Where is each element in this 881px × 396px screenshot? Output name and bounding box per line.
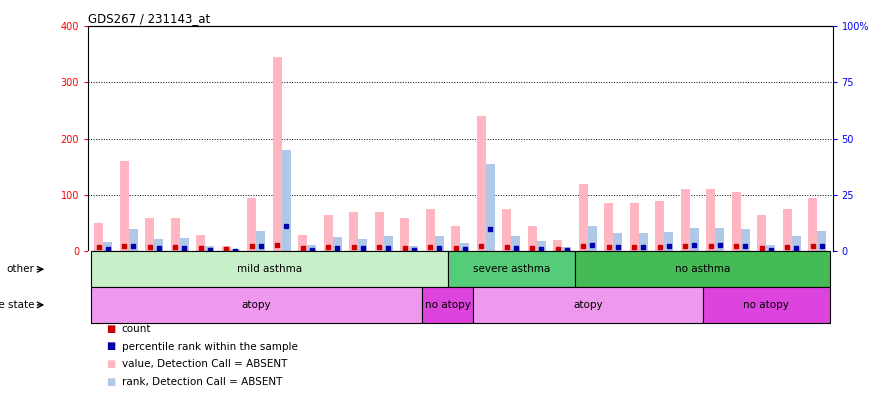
Bar xyxy=(639,233,648,251)
Bar xyxy=(129,229,137,251)
Bar xyxy=(256,230,265,251)
Bar xyxy=(575,251,830,287)
Bar xyxy=(664,232,673,251)
Bar xyxy=(400,218,410,251)
Bar xyxy=(741,229,750,251)
Text: no asthma: no asthma xyxy=(675,264,730,274)
Text: value, Detection Call = ABSENT: value, Detection Call = ABSENT xyxy=(122,359,287,369)
Bar xyxy=(537,241,545,251)
Bar xyxy=(451,226,460,251)
Bar xyxy=(758,215,766,251)
Bar xyxy=(410,246,418,251)
Bar xyxy=(273,57,282,251)
Bar xyxy=(196,234,205,251)
Text: percentile rank within the sample: percentile rank within the sample xyxy=(122,341,298,352)
Text: ■: ■ xyxy=(106,324,115,334)
Bar xyxy=(630,204,639,251)
Bar xyxy=(477,116,485,251)
Bar xyxy=(715,228,724,251)
Bar xyxy=(91,251,448,287)
Bar xyxy=(502,209,511,251)
Text: atopy: atopy xyxy=(573,300,603,310)
Bar xyxy=(359,239,367,251)
Text: other: other xyxy=(7,264,34,274)
Bar xyxy=(473,287,702,323)
Bar xyxy=(231,249,240,251)
Text: disease state: disease state xyxy=(0,300,34,310)
Bar xyxy=(324,215,333,251)
Bar xyxy=(299,234,307,251)
Bar xyxy=(528,226,537,251)
Text: ■: ■ xyxy=(106,377,115,387)
Bar xyxy=(375,212,384,251)
Bar xyxy=(384,236,393,251)
Bar xyxy=(222,246,231,251)
Bar xyxy=(422,287,473,323)
Bar xyxy=(690,228,699,251)
Text: severe asthma: severe asthma xyxy=(473,264,550,274)
Bar xyxy=(426,209,435,251)
Bar xyxy=(94,223,103,251)
Text: GDS267 / 231143_at: GDS267 / 231143_at xyxy=(88,11,211,25)
Bar xyxy=(818,230,826,251)
Bar xyxy=(588,226,596,251)
Bar xyxy=(485,164,495,251)
Bar xyxy=(783,209,792,251)
Bar xyxy=(681,189,690,251)
Bar xyxy=(248,198,256,251)
Bar xyxy=(180,238,189,251)
Bar xyxy=(613,233,622,251)
Text: no atopy: no atopy xyxy=(744,300,789,310)
Bar xyxy=(562,247,571,251)
Bar xyxy=(282,150,291,251)
Bar xyxy=(307,245,316,251)
Bar xyxy=(171,218,180,251)
Bar xyxy=(655,201,664,251)
Text: ■: ■ xyxy=(106,341,115,352)
Bar xyxy=(604,204,613,251)
Bar xyxy=(145,218,154,251)
Text: count: count xyxy=(122,324,151,334)
Bar xyxy=(707,189,715,251)
Bar xyxy=(120,161,129,251)
Text: no atopy: no atopy xyxy=(425,300,470,310)
Bar xyxy=(732,192,741,251)
Bar xyxy=(766,245,775,251)
Bar xyxy=(702,287,830,323)
Text: atopy: atopy xyxy=(241,300,271,310)
Bar xyxy=(333,237,342,251)
Bar xyxy=(579,184,588,251)
Bar xyxy=(154,239,163,251)
Bar xyxy=(448,251,575,287)
Bar xyxy=(511,236,521,251)
Bar xyxy=(205,246,214,251)
Bar xyxy=(553,240,562,251)
Text: rank, Detection Call = ABSENT: rank, Detection Call = ABSENT xyxy=(122,377,282,387)
Bar xyxy=(435,236,444,251)
Bar xyxy=(103,242,112,251)
Text: ■: ■ xyxy=(106,359,115,369)
Bar xyxy=(91,287,422,323)
Bar xyxy=(809,198,818,251)
Bar xyxy=(792,236,801,251)
Bar xyxy=(460,243,470,251)
Text: mild asthma: mild asthma xyxy=(237,264,301,274)
Bar xyxy=(350,212,359,251)
